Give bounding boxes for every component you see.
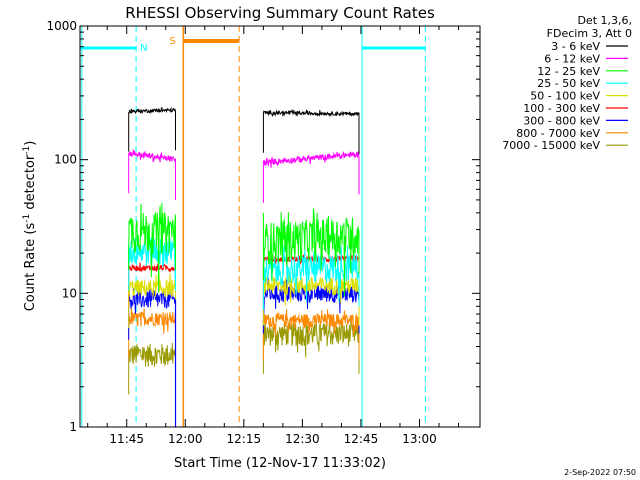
series-50-100-kev [128,270,360,328]
series-6-12-kev [128,149,360,203]
y-axis-label: Count Rate (s-1 detector-1) [22,141,38,312]
legend-label: 800 - 7000 keV [516,127,600,140]
y-tick-label: 1 [69,420,77,434]
legend-label: 6 - 12 keV [544,52,600,65]
legend-label: 300 - 800 keV [523,114,600,127]
legend-label: 100 - 300 keV [523,102,600,115]
series-12-25-kev [128,202,360,297]
y-axis-label-main: Count Rate (s [23,223,38,312]
series-line [128,272,176,328]
legend-header-detectors: Det 1,3,6, [577,14,632,27]
legend-label: 3 - 6 keV [551,40,600,53]
x-tick-label: 12:30 [285,432,320,446]
legend-label: 50 - 100 keV [530,90,600,103]
y-tick-label: 10 [62,286,77,300]
saa-label: S [169,36,175,47]
x-tick-label: 12:45 [344,432,379,446]
plot-area: N S 11:45 12:00 12:15 12:30 12:45 13:00 1 10 100 1… [46,19,481,446]
x-tick-label: 13:00 [402,432,437,446]
y-axis-label-sup2: -1 [22,146,32,155]
series-line [262,109,360,155]
y-axis-label-sup1: -1 [22,214,32,223]
series-line [262,150,360,203]
series-line [128,202,176,293]
series-3-6-kev [128,106,360,155]
series-line [128,307,176,359]
legend-label: 7000 - 15000 keV [502,139,600,152]
x-axis-label: Start Time (12-Nov-17 11:33:02) [174,456,386,471]
series-7000-15000-kev [128,314,360,395]
legend-label: 12 - 25 keV [537,65,600,78]
x-tick-label: 12:00 [168,432,203,446]
series-line [262,208,360,297]
y-axis-label-end: ) [23,141,38,146]
y-tick-label: 1000 [46,19,77,33]
series-line [262,270,360,326]
series-line [262,309,360,361]
series-line [262,314,360,374]
night-label: N [140,43,147,54]
x-tick-label: 11:45 [109,432,144,446]
series-line [128,342,176,395]
series-800-7000-kev [128,307,360,361]
series-line [128,149,176,200]
series-line [262,245,360,310]
legend-label: 25 - 50 keV [537,77,600,90]
y-axis-label-mid: detector [23,154,38,214]
legend-header-decim: FDecim 3, Att 0 [547,27,632,40]
x-tick-label: 12:15 [227,432,262,446]
series-line [128,106,176,152]
date-stamp: 2-Sep-2022 07:50 [564,468,636,477]
series-line [128,262,176,309]
chart-title: RHESSI Observing Summary Count Rates [125,4,435,22]
plot-frame [79,25,481,428]
y-tick-label: 100 [54,153,77,167]
